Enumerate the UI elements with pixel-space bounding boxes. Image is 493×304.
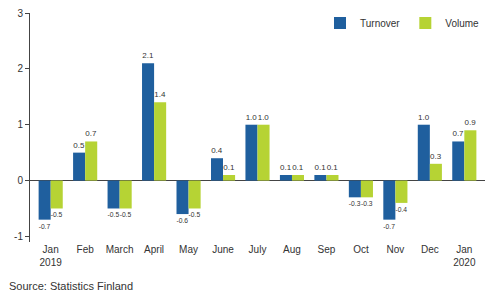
svg-text:-1: -1 (14, 231, 23, 242)
svg-text:0.1: 0.1 (280, 163, 292, 172)
svg-text:Source: Statistics Finland: Source: Statistics Finland (9, 280, 133, 292)
svg-text:0.5: 0.5 (73, 141, 85, 150)
svg-text:Dec: Dec (421, 244, 439, 255)
svg-text:Volume: Volume (445, 18, 479, 29)
svg-text:0.3: 0.3 (430, 152, 442, 161)
svg-text:0.7: 0.7 (452, 129, 464, 138)
svg-text:-0.4: -0.4 (395, 206, 407, 213)
svg-text:-0.6: -0.6 (177, 217, 189, 224)
svg-text:1.4: 1.4 (154, 90, 166, 99)
svg-text:-0.5: -0.5 (108, 211, 120, 218)
svg-text:1.0: 1.0 (418, 113, 430, 122)
svg-text:April: April (144, 244, 164, 255)
svg-text:May: May (179, 244, 198, 255)
svg-text:-0.7: -0.7 (39, 223, 51, 230)
svg-text:-0.3: -0.3 (361, 200, 373, 207)
svg-text:1.0: 1.0 (258, 113, 270, 122)
svg-text:2: 2 (17, 63, 23, 74)
svg-text:-0.5: -0.5 (120, 211, 132, 218)
svg-text:Nov: Nov (386, 244, 404, 255)
svg-text:2.1: 2.1 (142, 51, 154, 60)
svg-text:Jan2020: Jan2020 (453, 244, 476, 268)
svg-text:0.7: 0.7 (85, 129, 97, 138)
svg-text:Jan2019: Jan2019 (40, 244, 63, 268)
svg-text:Feb: Feb (77, 244, 95, 255)
svg-text:-0.3: -0.3 (349, 200, 361, 207)
svg-text:0.1: 0.1 (292, 163, 304, 172)
svg-text:March: March (106, 244, 134, 255)
svg-text:0.9: 0.9 (465, 118, 477, 127)
svg-text:June: June (212, 244, 234, 255)
svg-text:0: 0 (17, 175, 23, 186)
svg-text:1.0: 1.0 (246, 113, 258, 122)
svg-text:-0.7: -0.7 (383, 223, 395, 230)
svg-text:0.1: 0.1 (315, 163, 327, 172)
svg-text:0.1: 0.1 (223, 163, 235, 172)
svg-text:3: 3 (17, 8, 23, 19)
svg-text:July: July (249, 244, 267, 255)
svg-text:1: 1 (17, 119, 23, 130)
svg-text:-0.5: -0.5 (51, 211, 63, 218)
svg-text:Aug: Aug (283, 244, 301, 255)
svg-text:Oct: Oct (353, 244, 369, 255)
svg-text:Turnover: Turnover (360, 18, 400, 29)
svg-text:0.1: 0.1 (327, 163, 339, 172)
svg-text:0.4: 0.4 (211, 146, 223, 155)
svg-text:Sep: Sep (318, 244, 336, 255)
svg-text:-0.5: -0.5 (189, 211, 201, 218)
